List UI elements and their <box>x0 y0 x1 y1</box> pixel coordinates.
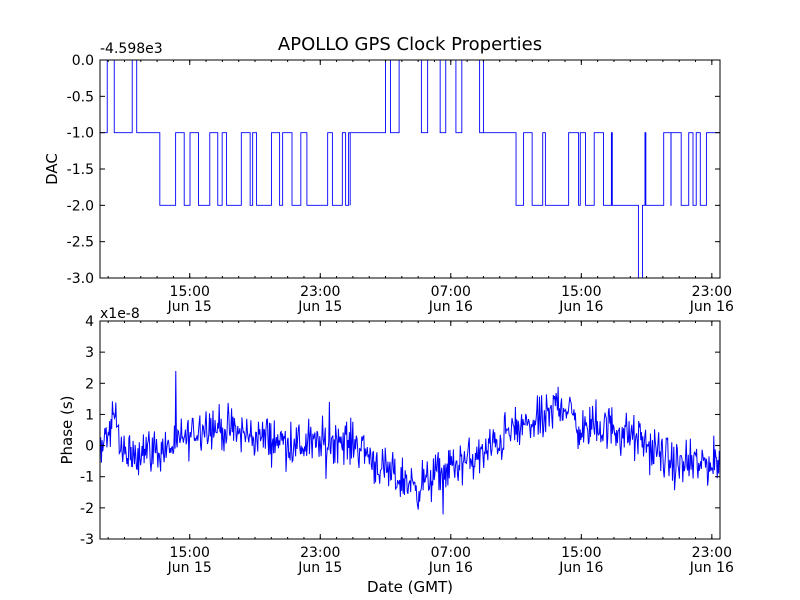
phase-ytick-label: -2 <box>80 501 94 517</box>
phase-axes-frame <box>99 320 721 540</box>
dac-ytick-label: 0.0 <box>72 53 94 69</box>
dac-data-area <box>100 60 720 278</box>
dac-xtick-date: Jun 16 <box>558 299 603 315</box>
dac-y-axis-label: DAC <box>43 153 61 185</box>
dac-ytick-label: -3.0 <box>67 271 94 287</box>
phase-series-line <box>100 370 720 515</box>
dac-xtick-date: Jun 15 <box>167 299 212 315</box>
phase-ytick-label: 1 <box>85 407 94 423</box>
phase-y-axis-label: Phase (s) <box>58 395 76 464</box>
phase-xtick-time: 23:00 <box>692 545 732 561</box>
phase-xtick-time: 23:00 <box>300 545 340 561</box>
phase-xtick-date: Jun 16 <box>558 560 603 576</box>
dac-xtick-time: 15:00 <box>561 284 601 300</box>
phase-ytick-label: -3 <box>80 532 94 548</box>
phase-xtick-time: 07:00 <box>431 545 471 561</box>
dac-axes-frame <box>99 59 721 279</box>
chart-title: APOLLO GPS Clock Properties <box>278 34 542 55</box>
dac-xtick-time: 23:00 <box>692 284 732 300</box>
dac-ytick-label: -2.0 <box>67 198 94 214</box>
phase-data-area <box>100 370 720 515</box>
dac-ytick-label: -1.0 <box>67 126 94 142</box>
phase-ytick-label: 0 <box>85 439 94 455</box>
phase-xtick-date: Jun 16 <box>689 560 734 576</box>
dac-xtick-time: 07:00 <box>431 284 471 300</box>
dac-ytick-label: -0.5 <box>67 89 94 105</box>
dac-offset-label: -4.598e3 <box>100 41 163 57</box>
dac-xtick-time: 15:00 <box>170 284 210 300</box>
dac-panel: APOLLO GPS Clock Properties -4.598e3 0.0… <box>43 34 734 315</box>
dac-xtick-date: Jun 16 <box>428 299 473 315</box>
dac-xtick-date: Jun 16 <box>689 299 734 315</box>
phase-ytick-label: 2 <box>85 376 94 392</box>
phase-xtick-date: Jun 16 <box>428 560 473 576</box>
phase-xtick-date: Jun 15 <box>167 560 212 576</box>
phase-ytick-label: -1 <box>80 470 94 486</box>
dac-ytick-label: -2.5 <box>67 235 94 251</box>
dac-xtick-time: 23:00 <box>300 284 340 300</box>
phase-ytick-label: 3 <box>85 345 94 361</box>
dac-series-line <box>100 60 720 278</box>
dac-xtick-date: Jun 15 <box>297 299 342 315</box>
phase-xtick-time: 15:00 <box>561 545 601 561</box>
phase-ytick-label: 4 <box>85 314 94 330</box>
phase-offset-label: x1e-8 <box>100 306 140 322</box>
x-axis-label: Date (GMT) <box>367 578 453 596</box>
dac-ytick-label: -1.5 <box>67 162 94 178</box>
phase-xtick-time: 15:00 <box>170 545 210 561</box>
phase-xtick-date: Jun 15 <box>297 560 342 576</box>
